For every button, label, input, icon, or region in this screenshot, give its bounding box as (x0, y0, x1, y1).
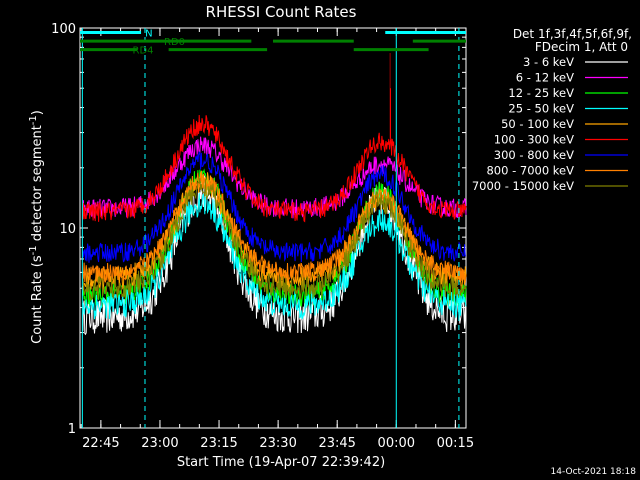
legend-label-3: 25 - 50 keV (508, 102, 574, 116)
flag-label-RD0: RD0 (164, 37, 185, 48)
y-axis-label-end: ) (30, 110, 45, 115)
chart-title: RHESSI Count Rates (206, 3, 357, 21)
series-line-3 (82, 191, 467, 320)
legend-label-5: 100 - 300 keV (494, 133, 574, 147)
x-tick-label: 22:45 (82, 436, 119, 451)
x-tick-label: 23:45 (318, 436, 355, 451)
y-axis-label-mid: detector segment (30, 125, 45, 245)
x-tick-label: 23:30 (259, 436, 296, 451)
y-axis-label: Count Rate (s-1 detector segment-1) (28, 110, 45, 344)
legend-header-line2: FDecim 1, Att 0 (535, 40, 628, 54)
legend: Det 1f,3f,4f,5f,6f,9f, FDecim 1, Att 0 3… (472, 27, 632, 193)
series-line-6 (82, 150, 467, 263)
x-tick-label: 23:00 (141, 436, 178, 451)
y-tick-label: 10 (59, 222, 76, 237)
series-lines (82, 114, 467, 336)
series-line-5 (82, 114, 467, 223)
flag-label-N: N (145, 28, 152, 39)
x-tick-label: 00:00 (378, 436, 415, 451)
legend-label-0: 3 - 6 keV (523, 55, 574, 69)
series-line-8 (82, 178, 467, 301)
y-axis-label-main: Count Rate (s (30, 255, 45, 344)
legend-label-7: 800 - 7000 keV (486, 164, 574, 178)
legend-label-1: 6 - 12 keV (516, 71, 574, 85)
legend-label-8: 7000 - 15000 keV (472, 179, 574, 193)
y-axis-label-sup1: -1 (28, 245, 39, 255)
legend-label-4: 50 - 100 keV (501, 117, 574, 131)
render-timestamp: 14-Oct-2021 18:18 (551, 467, 637, 477)
series-line-7 (82, 171, 467, 284)
y-axis-label-sup2: -1 (28, 115, 39, 125)
y-tick-label: 1 (68, 422, 76, 437)
legend-label-2: 12 - 25 keV (508, 86, 574, 100)
series-line-0 (82, 175, 467, 336)
overlays: N RD0 RD4 (80, 28, 466, 428)
legend-header-line1: Det 1f,3f,4f,5f,6f,9f, (513, 27, 632, 41)
x-tick-label: 23:15 (200, 436, 237, 451)
flag-label-RD4: RD4 (133, 46, 154, 57)
legend-label-6: 300 - 800 keV (494, 148, 574, 162)
y-tick-label: 100 (51, 22, 76, 37)
x-axis-label: Start Time (19-Apr-07 22:39:42) (177, 455, 385, 470)
x-tick-label: 00:15 (437, 436, 474, 451)
series-line-1 (82, 136, 467, 219)
